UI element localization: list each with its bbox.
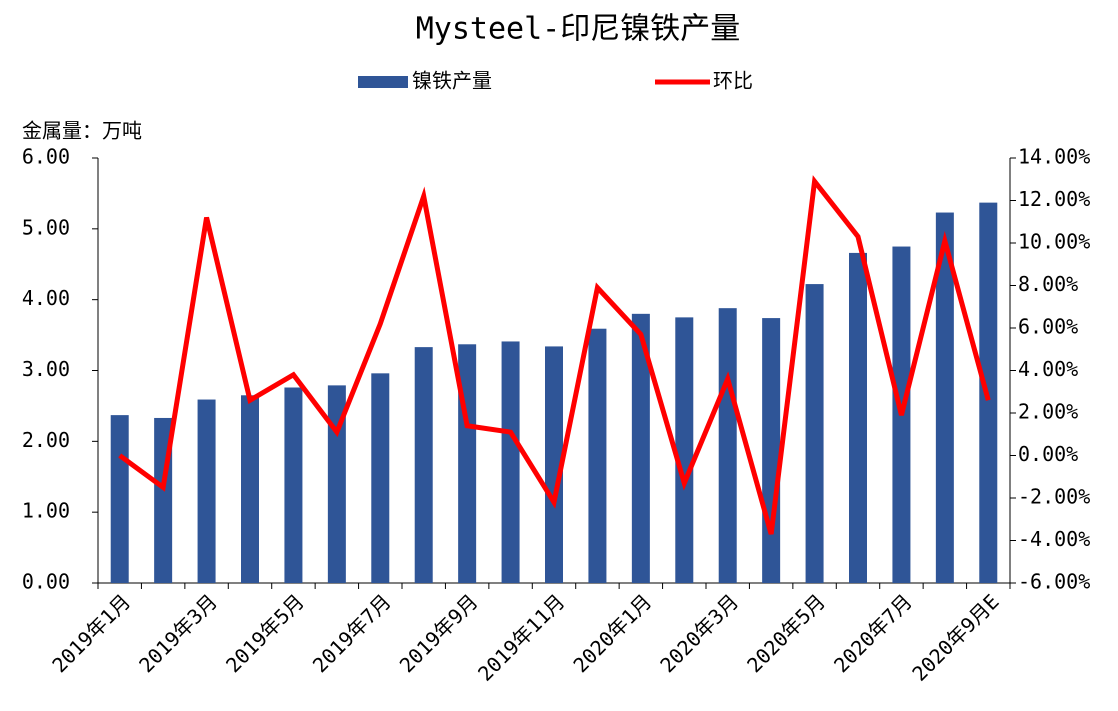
x-tick-label: 2019年5月	[221, 589, 309, 677]
chart-title: Mysteel-印尼镍铁产量	[416, 12, 741, 47]
y2-tick-label: -6.00%	[1018, 570, 1090, 594]
y-tick-label: 1.00	[22, 499, 70, 523]
x-tick-label: 2020年3月	[655, 589, 743, 677]
bar	[284, 387, 303, 583]
x-tick-label: 2020年5月	[742, 589, 830, 677]
x-tick-label: 2019年7月	[308, 589, 396, 677]
bar	[110, 415, 129, 583]
y2-tick-label: 8.00%	[1018, 272, 1078, 296]
y-tick-label: 4.00	[22, 286, 70, 310]
bar	[762, 318, 781, 583]
bar	[588, 328, 607, 583]
x-tick-label: 2020年1月	[568, 589, 656, 677]
bar	[327, 385, 346, 583]
bar	[805, 284, 824, 583]
bar	[935, 212, 954, 583]
x-tick-label: 2020年9月E	[907, 589, 1003, 685]
bar	[371, 373, 390, 583]
y-tick-label: 3.00	[22, 357, 70, 381]
x-tick-label: 2019年11月	[473, 589, 569, 685]
bar	[545, 346, 563, 583]
y2-tick-label: 0.00%	[1018, 442, 1078, 466]
bar	[631, 313, 650, 583]
x-tick-label: 2019年9月	[395, 589, 483, 677]
y2-tick-label: 14.00%	[1018, 145, 1090, 169]
legend-label: 环比	[713, 69, 753, 93]
legend-swatch	[358, 76, 408, 88]
y2-tick-label: 10.00%	[1018, 230, 1090, 254]
y2-tick-label: 4.00%	[1018, 357, 1078, 381]
y2-tick-label: 2.00%	[1018, 400, 1078, 424]
bar	[718, 308, 737, 583]
y-tick-label: 0.00	[22, 570, 70, 594]
bar	[501, 341, 520, 583]
x-tick-label: 2020年7月	[829, 589, 917, 677]
y2-tick-label: 6.00%	[1018, 315, 1078, 339]
bar	[849, 252, 867, 583]
x-tick-label: 2019年1月	[47, 589, 135, 677]
y-tick-label: 2.00	[22, 428, 70, 452]
line	[118, 175, 991, 535]
bar	[414, 347, 433, 583]
y-tick-label: 6.00	[22, 145, 70, 169]
y2-tick-label: -4.00%	[1018, 527, 1090, 551]
x-tick-label: 2019年3月	[134, 589, 222, 677]
bar	[197, 399, 216, 583]
legend-label: 镍铁产量	[412, 69, 492, 93]
y-axis-label: 金属量：万吨	[22, 119, 142, 143]
y-tick-label: 5.00	[22, 215, 70, 239]
y2-tick-label: 12.00%	[1018, 187, 1090, 211]
bar	[241, 395, 259, 583]
bar	[675, 317, 694, 583]
y2-tick-label: -2.00%	[1018, 485, 1090, 509]
